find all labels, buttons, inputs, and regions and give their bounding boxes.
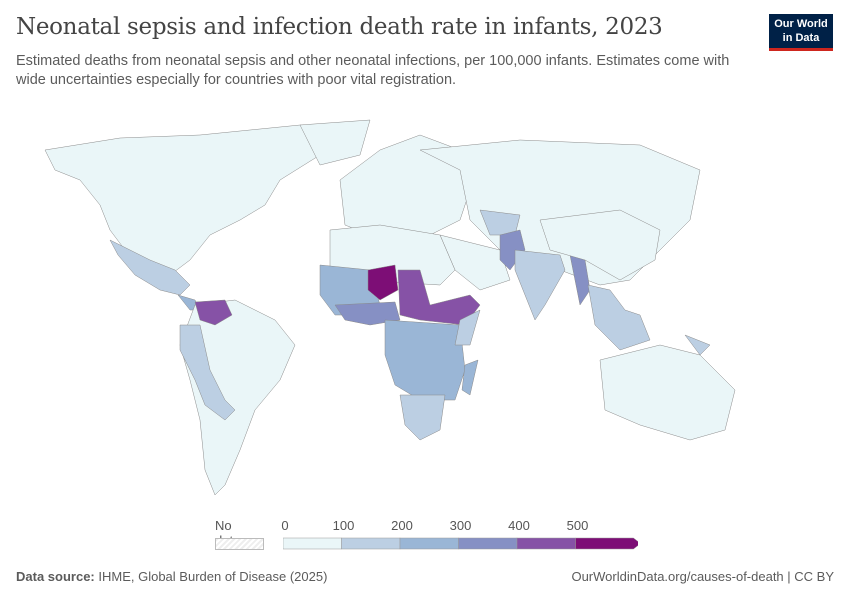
- country-north-america[interactable]: [44, 124, 346, 276]
- no-data-swatch: [215, 538, 264, 550]
- country-niger[interactable]: [367, 264, 399, 301]
- legend-bin-5[interactable]: [575, 537, 639, 550]
- country-south-africa[interactable]: [399, 394, 446, 441]
- country-venezuela[interactable]: [194, 299, 233, 326]
- country-south-america[interactable]: [179, 299, 296, 496]
- country-india[interactable]: [514, 249, 566, 321]
- country-andes[interactable]: [179, 324, 236, 421]
- legend-tick: 400: [508, 518, 530, 533]
- legend-bin-0[interactable]: [283, 537, 342, 550]
- country-china[interactable]: [539, 209, 661, 281]
- legend-bin-4[interactable]: [516, 537, 576, 550]
- world-map: [44, 119, 736, 496]
- owid-logo[interactable]: Our World in Data: [769, 14, 833, 51]
- country-madagascar[interactable]: [461, 359, 479, 396]
- legend-bin-1[interactable]: [341, 537, 401, 550]
- country-horn[interactable]: [454, 309, 481, 346]
- legend-tick: 0: [281, 518, 289, 533]
- country-sahel-east[interactable]: [397, 269, 481, 326]
- legend-tick: 300: [449, 518, 472, 533]
- legend-bin-3[interactable]: [458, 537, 518, 550]
- country-central-africa[interactable]: [384, 319, 466, 401]
- chart-subtitle: Estimated deaths from neonatal sepsis an…: [16, 53, 730, 88]
- color-scale: [283, 537, 639, 550]
- legend-tick: 200: [391, 518, 413, 533]
- country-se-asia[interactable]: [587, 284, 651, 351]
- data-source: Data source: IHME, Global Burden of Dise…: [16, 569, 328, 584]
- source-link[interactable]: OurWorldinData.org/causes-of-death | CC …: [571, 569, 834, 584]
- legend-bin-2[interactable]: [399, 537, 459, 550]
- country-greenland[interactable]: [299, 119, 371, 166]
- country-mexico[interactable]: [109, 239, 191, 296]
- chart-title: Neonatal sepsis and infection death rate…: [16, 14, 663, 40]
- country-png[interactable]: [684, 334, 711, 356]
- country-australia[interactable]: [599, 344, 736, 441]
- legend-tick: 500: [566, 518, 589, 533]
- legend-tick: 100: [332, 518, 355, 533]
